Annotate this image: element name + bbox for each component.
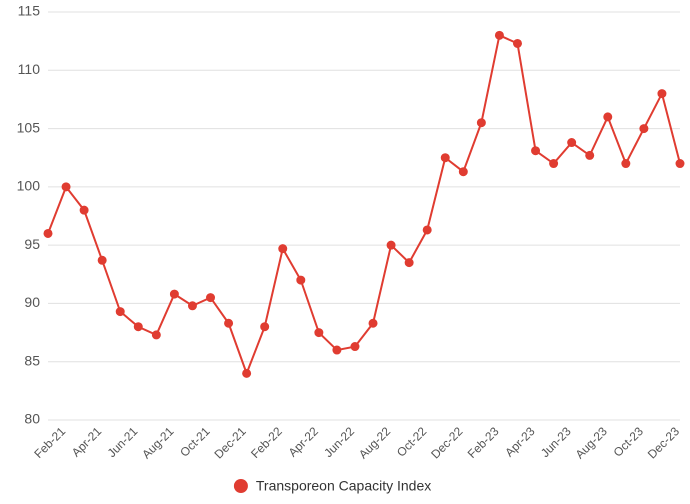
data-point (261, 323, 269, 331)
data-point (351, 343, 359, 351)
svg-text:95: 95 (24, 236, 40, 252)
data-point (405, 259, 413, 267)
data-point (369, 319, 377, 327)
data-point (477, 119, 485, 127)
data-point (586, 151, 594, 159)
legend-marker-icon (234, 479, 248, 493)
data-point (333, 346, 341, 354)
data-point (98, 256, 106, 264)
data-point (207, 294, 215, 302)
data-point (459, 168, 467, 176)
data-point (188, 302, 196, 310)
data-point (116, 308, 124, 316)
svg-text:100: 100 (17, 178, 41, 194)
data-point (495, 31, 503, 39)
data-point (387, 241, 395, 249)
data-point (532, 147, 540, 155)
data-point (279, 245, 287, 253)
data-point (80, 206, 88, 214)
legend: Transporeon Capacity Index (234, 478, 431, 494)
chart-svg: 80859095100105110115Feb-21Apr-21Jun-21Au… (0, 0, 690, 504)
data-point (225, 319, 233, 327)
data-point (640, 125, 648, 133)
data-point (513, 39, 521, 47)
data-point (62, 183, 70, 191)
data-point (604, 113, 612, 121)
data-point (315, 329, 323, 337)
svg-text:90: 90 (24, 294, 40, 310)
data-point (550, 160, 558, 168)
capacity-index-chart: 80859095100105110115Feb-21Apr-21Jun-21Au… (0, 0, 690, 504)
data-point (297, 276, 305, 284)
data-point (568, 139, 576, 147)
data-point (243, 369, 251, 377)
data-point (622, 160, 630, 168)
svg-text:105: 105 (17, 119, 41, 135)
svg-text:80: 80 (24, 411, 40, 427)
data-point (44, 229, 52, 237)
legend-label: Transporeon Capacity Index (256, 478, 431, 494)
data-point (676, 160, 684, 168)
data-point (423, 226, 431, 234)
data-point (658, 90, 666, 98)
data-point (170, 290, 178, 298)
svg-text:110: 110 (18, 61, 41, 77)
data-point (134, 323, 142, 331)
data-point (152, 331, 160, 339)
svg-text:115: 115 (18, 3, 41, 19)
svg-text:85: 85 (24, 352, 40, 368)
data-point (441, 154, 449, 162)
